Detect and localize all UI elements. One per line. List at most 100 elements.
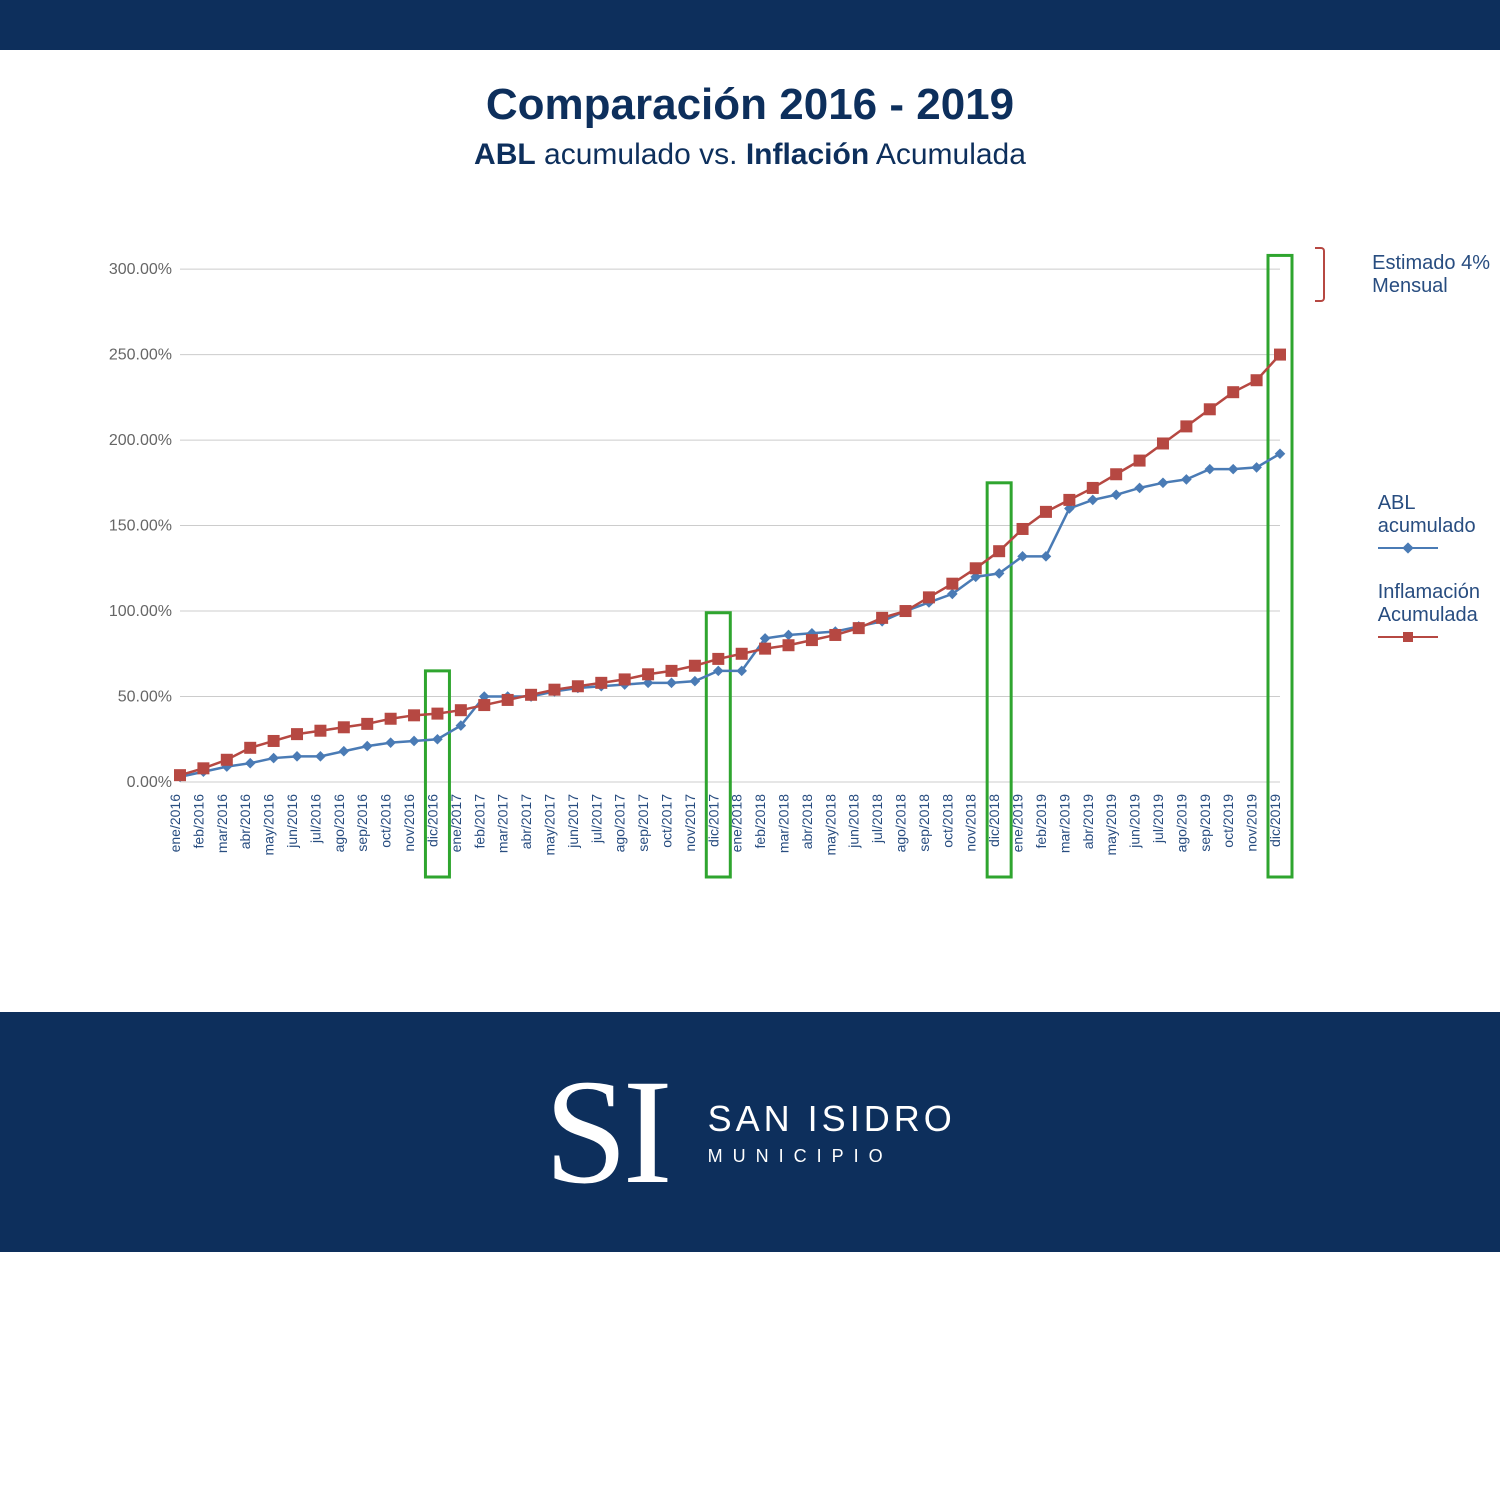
marker-inflacion: [876, 612, 888, 624]
x-tick-label: oct/2017: [658, 794, 674, 848]
marker-inflacion: [244, 742, 256, 754]
marker-inflacion: [361, 718, 373, 730]
legend-inf-swatch: [1378, 630, 1438, 644]
y-tick-label: 200.00%: [109, 432, 172, 449]
legend-abl-line1: ABL: [1378, 492, 1480, 515]
marker-inflacion: [736, 648, 748, 660]
marker-inflacion: [619, 673, 631, 685]
x-tick-label: ago/2016: [331, 794, 347, 853]
x-tick-label: abr/2016: [237, 794, 253, 849]
x-tick-label: may/2019: [1103, 794, 1119, 856]
marker-inflacion: [1110, 468, 1122, 480]
annot-line2: Mensual: [1372, 275, 1490, 298]
marker-abl: [268, 753, 279, 764]
subtitle-bold-2: Inflación: [746, 138, 869, 171]
marker-inflacion: [525, 689, 537, 701]
x-tick-label: dic/2018: [986, 794, 1002, 847]
x-tick-label: nov/2018: [963, 794, 979, 852]
marker-abl: [1275, 448, 1286, 459]
marker-inflacion: [291, 728, 303, 740]
marker-inflacion: [970, 562, 982, 574]
legend-abl-swatch: [1378, 541, 1438, 555]
marker-inflacion: [221, 754, 233, 766]
subtitle-plain-1: acumulado vs.: [536, 138, 746, 171]
chart-container: 0.00%50.00%100.00%150.00%200.00%250.00%3…: [0, 192, 1500, 1012]
y-tick-label: 150.00%: [109, 518, 172, 535]
x-tick-label: mar/2018: [776, 794, 792, 853]
x-tick-label: mar/2017: [495, 794, 511, 853]
x-tick-label: may/2018: [822, 794, 838, 856]
line-chart: 0.00%50.00%100.00%150.00%200.00%250.00%3…: [90, 232, 1320, 972]
marker-inflacion: [455, 704, 467, 716]
x-tick-label: nov/2017: [682, 794, 698, 852]
marker-inflacion: [385, 713, 397, 725]
x-tick-label: jun/2017: [565, 794, 581, 849]
marker-inflacion: [1017, 523, 1029, 535]
x-tick-label: jul/2017: [588, 794, 604, 844]
x-tick-label: sep/2019: [1197, 794, 1213, 852]
x-tick-label: jun/2018: [846, 794, 862, 849]
marker-inflacion: [478, 699, 490, 711]
marker-abl: [292, 751, 303, 762]
bracket-icon: [1315, 247, 1325, 302]
x-tick-label: jun/2016: [284, 794, 300, 849]
x-tick-label: ago/2019: [1173, 794, 1189, 853]
legend: ABL acumulado Inflamación Acumulada: [1378, 492, 1480, 656]
subtitle-plain-2: Acumulada: [869, 138, 1026, 171]
marker-abl: [666, 678, 677, 689]
footer-logo: SI: [544, 1046, 667, 1218]
marker-abl: [245, 758, 256, 769]
x-tick-label: dic/2016: [424, 794, 440, 847]
x-tick-label: abr/2017: [518, 794, 534, 849]
marker-inflacion: [829, 629, 841, 641]
marker-inflacion: [853, 622, 865, 634]
marker-abl: [432, 734, 443, 745]
chart-subtitle: ABL acumulado vs. Inflación Acumulada: [0, 138, 1500, 172]
x-tick-label: ene/2018: [729, 794, 745, 853]
x-tick-label: abr/2018: [799, 794, 815, 849]
marker-inflacion: [993, 545, 1005, 557]
marker-inflacion: [923, 591, 935, 603]
marker-abl: [1204, 464, 1215, 475]
marker-abl: [1181, 474, 1192, 485]
x-tick-label: jul/2019: [1150, 794, 1166, 844]
legend-abl-line2: acumulado: [1378, 515, 1480, 538]
marker-abl: [1111, 489, 1122, 500]
y-tick-label: 50.00%: [118, 689, 172, 706]
marker-inflacion: [314, 725, 326, 737]
marker-abl: [385, 737, 396, 748]
top-bar: [0, 0, 1500, 50]
x-tick-label: mar/2016: [214, 794, 230, 853]
marker-abl: [713, 666, 724, 677]
x-tick-label: abr/2019: [1080, 794, 1096, 849]
y-tick-label: 300.00%: [109, 261, 172, 278]
marker-inflacion: [174, 769, 186, 781]
x-tick-label: ene/2017: [448, 794, 464, 853]
x-tick-label: feb/2018: [752, 794, 768, 849]
marker-abl: [783, 630, 794, 641]
marker-inflacion: [759, 643, 771, 655]
marker-inflacion: [1227, 386, 1239, 398]
marker-inflacion: [665, 665, 677, 677]
marker-abl: [339, 746, 350, 757]
x-tick-label: dic/2017: [705, 794, 721, 847]
x-tick-label: nov/2019: [1244, 794, 1260, 852]
header: Comparación 2016 - 2019 ABL acumulado vs…: [0, 50, 1500, 192]
marker-abl: [1134, 483, 1145, 494]
marker-inflacion: [642, 668, 654, 680]
marker-inflacion: [1204, 403, 1216, 415]
marker-inflacion: [572, 680, 584, 692]
subtitle-bold-1: ABL: [474, 138, 536, 171]
legend-inf-line2: Acumulada: [1378, 604, 1480, 627]
marker-inflacion: [689, 660, 701, 672]
x-tick-label: ene/2016: [167, 794, 183, 853]
marker-inflacion: [946, 578, 958, 590]
legend-inf-line1: Inflamación: [1378, 581, 1480, 604]
y-tick-label: 250.00%: [109, 347, 172, 364]
marker-abl: [1228, 464, 1239, 475]
marker-abl: [362, 741, 373, 752]
marker-inflacion: [595, 677, 607, 689]
x-tick-label: feb/2017: [471, 794, 487, 849]
x-tick-label: may/2016: [261, 794, 277, 856]
marker-inflacion: [268, 735, 280, 747]
